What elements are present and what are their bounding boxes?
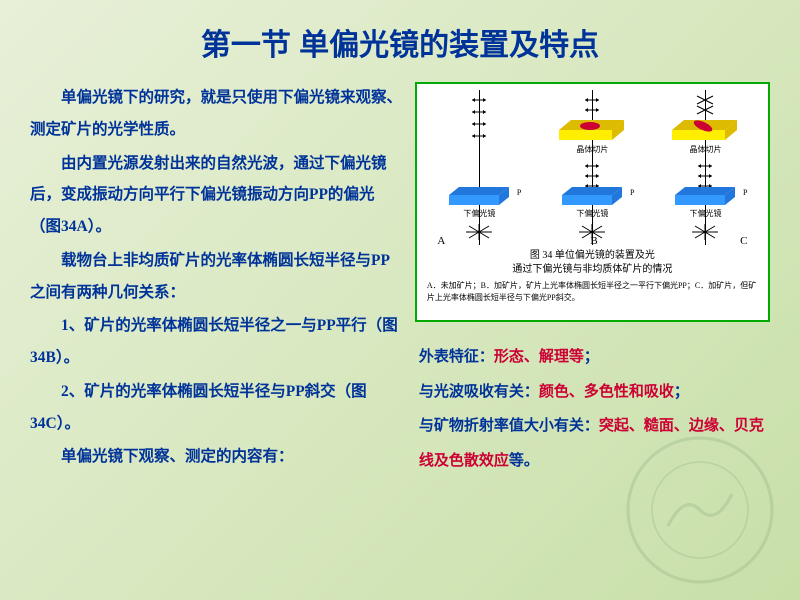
label-b: B xyxy=(590,235,597,247)
figure-34: P 下偏光镜 A xyxy=(415,82,770,322)
label-a: A xyxy=(437,235,445,247)
figure-subcaption: A．未加矿片；B．加矿片，矿片上光率体椭圆长短半径之一平行下偏光PP；C．加矿片… xyxy=(423,280,762,304)
paragraph-5: 2、矿片的光率体椭圆长短半径与PP斜交（图34C）。 xyxy=(30,376,405,440)
paragraph-4: 1、矿片的光率体椭圆长短半径之一与PP平行（图34B）。 xyxy=(30,310,405,374)
caption-line2: 通过下偏光镜与非均质体矿片的情况 xyxy=(423,263,762,277)
paragraph-2: 由内置光源发射出来的自然光波，通过下偏光镜后，变成振动方向平行下偏光镜振动方向P… xyxy=(30,148,405,243)
page-title: 第一节 单偏光镜的装置及特点 xyxy=(0,0,800,82)
paragraph-6: 单偏光镜下观察、测定的内容有： xyxy=(30,441,405,473)
diagram-b: 晶体切片 P 下偏光镜 xyxy=(542,90,642,245)
polarizer-label-a: 下偏光镜 xyxy=(463,208,495,219)
paragraph-1: 单偏光镜下的研究，就是只使用下偏光镜来观察、测定矿片的光学性质。 xyxy=(30,82,405,146)
arrows-top-c xyxy=(693,92,717,116)
p-label-c: P xyxy=(743,188,747,197)
arrows-top-b xyxy=(582,92,602,116)
label-c: C xyxy=(740,235,747,247)
left-text-column: 单偏光镜下的研究，就是只使用下偏光镜来观察、测定矿片的光学性质。 由内置光源发射… xyxy=(30,82,405,478)
star-c xyxy=(690,222,720,242)
note-1: 外表特征：形态、解理等； xyxy=(419,340,770,375)
p-label-b: P xyxy=(630,188,634,197)
crystal-label-b: 晶体切片 xyxy=(576,144,608,155)
paragraph-3: 载物台上非均质矿片的光率体椭圆长短半径与PP之间有两种几何关系： xyxy=(30,245,405,309)
content-area: 单偏光镜下的研究，就是只使用下偏光镜来观察、测定矿片的光学性质。 由内置光源发射… xyxy=(0,82,800,478)
figure-caption: 图 34 单位偏光镜的装置及光 通过下偏光镜与非均质体矿片的情况 xyxy=(423,249,762,277)
star-a xyxy=(464,222,494,242)
p-label-a: P xyxy=(517,188,521,197)
notes-section: 外表特征：形态、解理等； 与光波吸收有关：颜色、多色性和吸收； 与矿物折射率值大… xyxy=(415,340,770,478)
polarizer-label-c: 下偏光镜 xyxy=(689,208,721,219)
polarizer-label-b: 下偏光镜 xyxy=(576,208,608,219)
diagram-a: P 下偏光镜 A xyxy=(429,90,529,245)
diagram-c: 晶体切片 P 下偏光镜 xyxy=(655,90,755,245)
note-3: 与矿物折射率值大小有关：突起、糙面、边缘、贝克线及色散效应等。 xyxy=(419,409,770,478)
right-column: P 下偏光镜 A xyxy=(415,82,770,478)
arrows-top-a xyxy=(469,92,489,142)
caption-line1: 图 34 单位偏光镜的装置及光 xyxy=(423,249,762,263)
diagram-row: P 下偏光镜 A xyxy=(423,90,762,245)
crystal-label-c: 晶体切片 xyxy=(689,144,721,155)
note-2: 与光波吸收有关：颜色、多色性和吸收； xyxy=(419,375,770,410)
